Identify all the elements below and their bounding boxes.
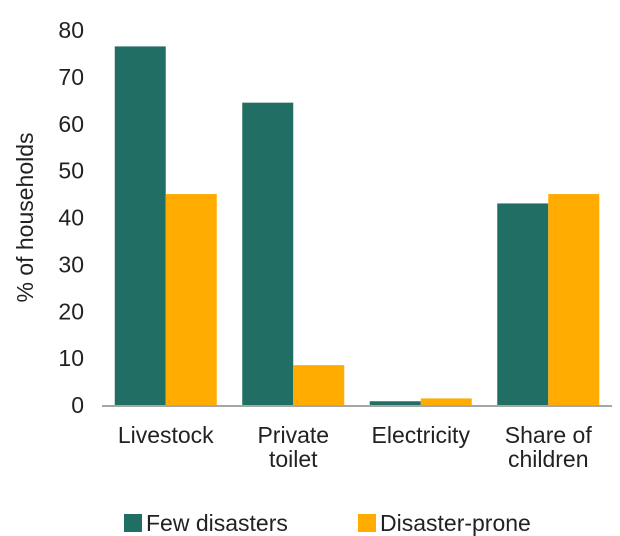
- bar-disaster-prone: [165, 194, 217, 405]
- y-axis: 0 10 20 30 40 50 60 70 80: [58, 17, 84, 418]
- bar-few-disasters: [497, 203, 549, 405]
- x-tick-label: Private toilet: [257, 422, 329, 472]
- legend-label: Disaster-prone: [380, 510, 531, 536]
- y-tick-label: 50: [58, 158, 84, 184]
- bar-disaster-prone: [420, 398, 472, 405]
- y-tick-label: 10: [58, 345, 84, 371]
- legend: Few disasters Disaster-prone: [124, 510, 531, 536]
- y-tick-label: 80: [58, 17, 84, 43]
- y-tick-label: 60: [58, 111, 84, 137]
- bar-few-disasters: [242, 102, 294, 405]
- y-tick-label: 0: [71, 392, 84, 418]
- legend-swatch: [124, 514, 142, 532]
- y-tick-label: 70: [58, 64, 84, 90]
- x-tick-label: Share of children: [505, 422, 593, 472]
- x-axis: Livestock Private toilet Electricity Share o…: [118, 422, 593, 472]
- y-tick-label: 30: [58, 251, 84, 277]
- x-tick-label: Livestock: [118, 422, 214, 448]
- y-axis-label: % of households: [12, 132, 38, 302]
- bar-disaster-prone: [293, 365, 345, 405]
- bar-few-disasters: [369, 401, 421, 405]
- bars: [114, 46, 600, 405]
- y-tick-label: 40: [58, 205, 84, 231]
- legend-label: Few disasters: [146, 510, 288, 536]
- legend-swatch: [358, 514, 376, 532]
- bar-disaster-prone: [548, 194, 600, 405]
- bar-few-disasters: [114, 46, 166, 405]
- x-tick-label: Electricity: [372, 422, 471, 448]
- y-tick-label: 20: [58, 298, 84, 324]
